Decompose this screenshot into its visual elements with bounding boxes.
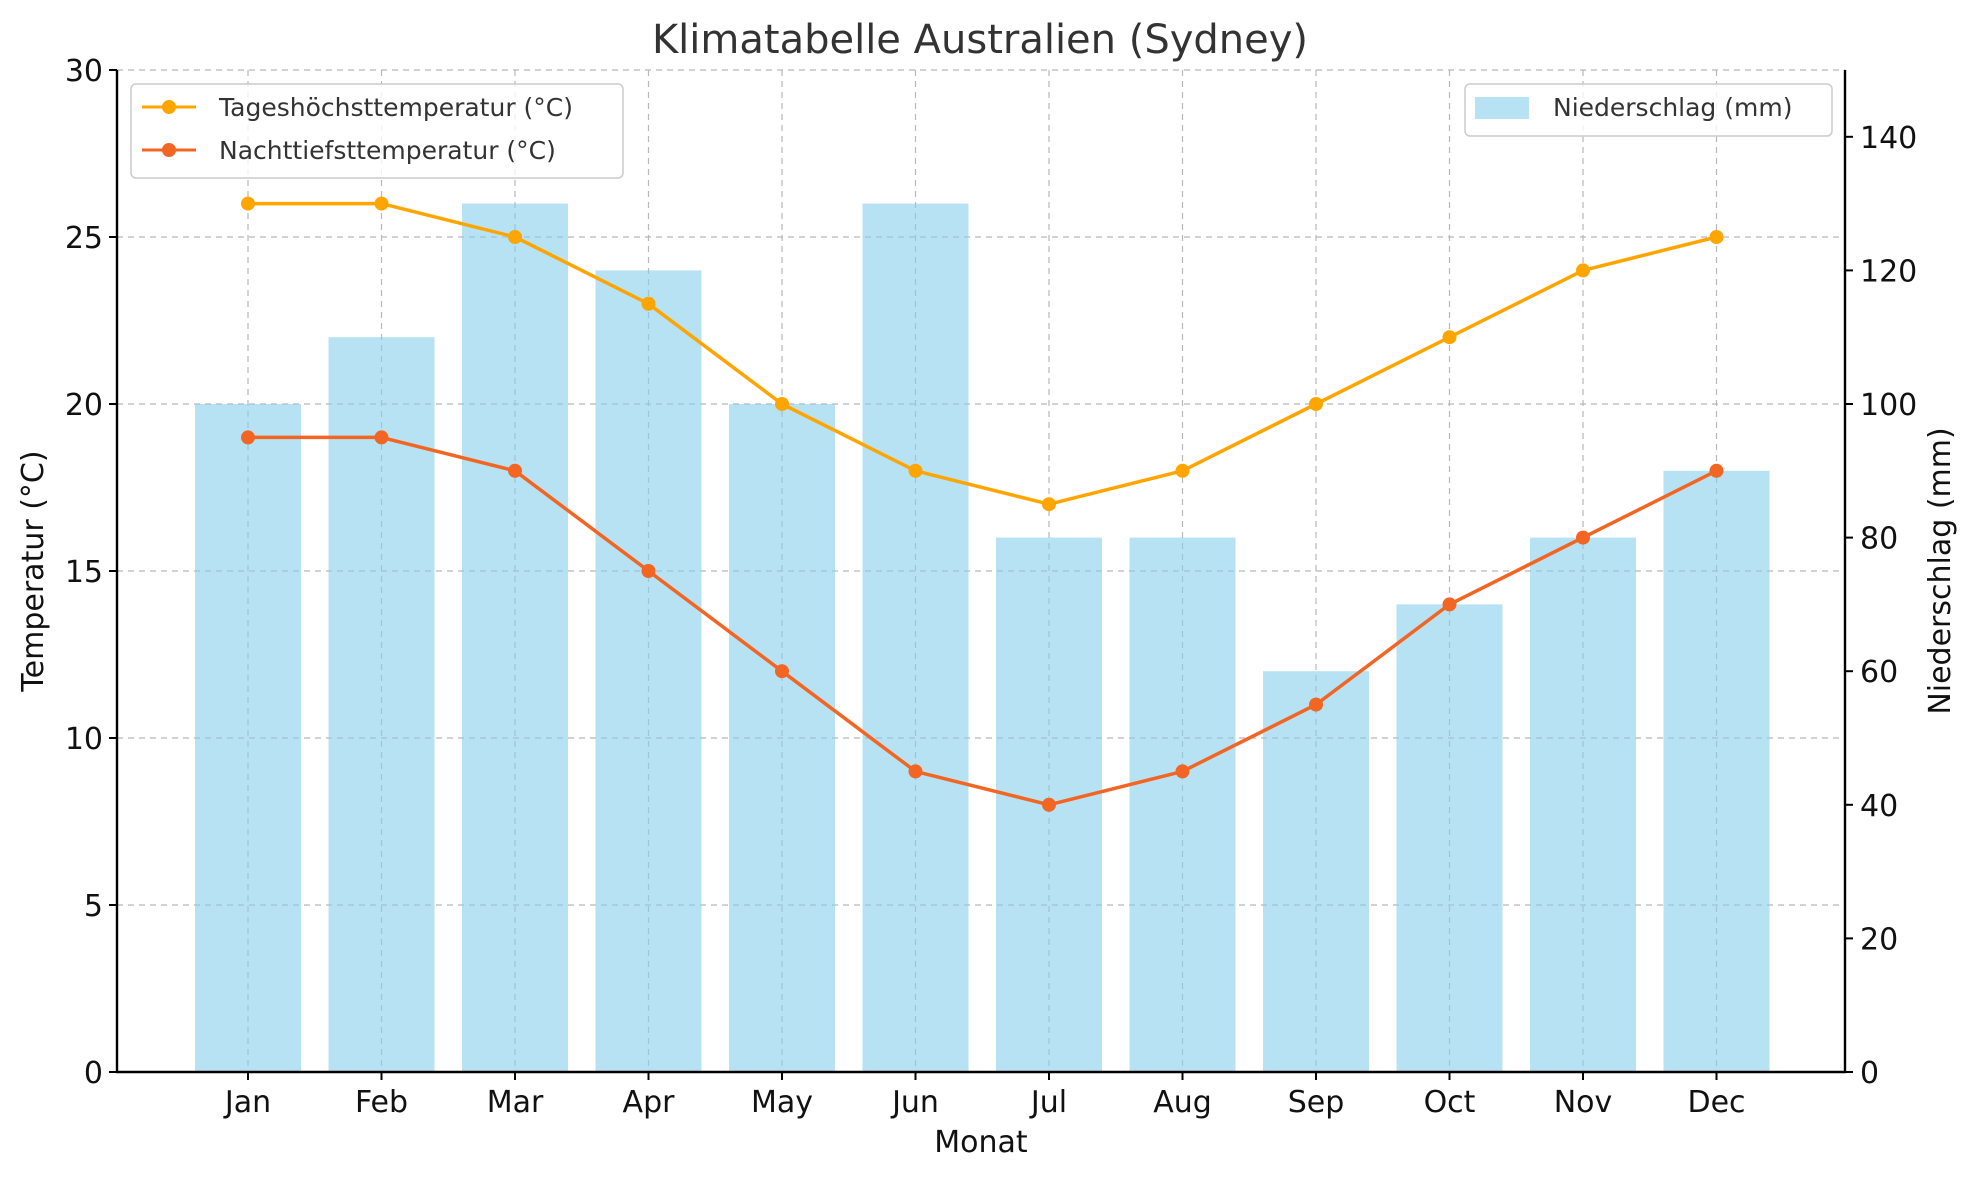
point-high-feb — [374, 196, 389, 211]
x-tick-label-oct: Oct — [1424, 1085, 1476, 1120]
y-tick-label-right-80: 80 — [1860, 522, 1898, 557]
temperature-lines — [241, 196, 1724, 812]
x-tick-label-dec: Dec — [1687, 1085, 1745, 1120]
bar-mar — [462, 203, 568, 1073]
point-high-dec — [1709, 230, 1724, 244]
bar-nov — [1530, 537, 1636, 1072]
legend-precipitation: Niederschlag (mm) — [1464, 83, 1833, 137]
legend-precipitation-box — [1464, 83, 1833, 137]
legend-low-marker — [162, 143, 176, 157]
y-axis-label-left: Temperatur (°C) — [16, 450, 51, 692]
bar-oct — [1396, 604, 1503, 1072]
point-low-jul — [1042, 797, 1056, 812]
y-tick-label-right-60: 60 — [1860, 655, 1898, 690]
legend-low-label: Nachttiefsttemperatur (°C) — [219, 136, 556, 165]
point-high-may — [775, 397, 789, 411]
y-tick-label-right-140: 140 — [1860, 121, 1917, 156]
x-axis-label: Monat — [934, 1125, 1028, 1160]
x-tick-label-may: May — [751, 1085, 813, 1120]
bar-may — [729, 404, 835, 1072]
point-low-jun — [908, 764, 923, 779]
x-tick-label-jun: Jun — [890, 1085, 939, 1120]
line-series-low — [248, 435, 1718, 807]
y-tick-label-right-40: 40 — [1860, 789, 1898, 824]
x-tick-label-nov: Nov — [1554, 1085, 1613, 1120]
x-tick-label-feb: Feb — [355, 1085, 408, 1120]
x-tick-label-jan: Jan — [223, 1085, 271, 1120]
point-high-jul — [1042, 497, 1056, 512]
y-tick-label-left-25: 25 — [65, 221, 103, 256]
y-tick-label-left-30: 30 — [65, 54, 103, 89]
bar-dec — [1663, 470, 1770, 1072]
line-series-high — [248, 201, 1717, 506]
point-low-dec — [1709, 463, 1724, 478]
y-tick-label-right-0: 0 — [1860, 1056, 1879, 1091]
y-tick-label-right-20: 20 — [1860, 922, 1898, 957]
x-tick-label-mar: Mar — [487, 1085, 544, 1120]
point-low-nov — [1576, 530, 1590, 545]
point-high-jun — [908, 463, 923, 478]
y-tick-label-left-15: 15 — [65, 555, 103, 590]
point-low-aug — [1175, 764, 1190, 779]
point-low-mar — [508, 463, 522, 478]
x-tick-label-sep: Sep — [1288, 1085, 1345, 1120]
legend-temperature: Tageshöchsttemperatur (°C) Nachttiefstte… — [130, 83, 624, 179]
x-tick-label-apr: Apr — [623, 1085, 676, 1120]
y-tick-label-left-5: 5 — [84, 889, 103, 924]
y-tick-label-left-0: 0 — [84, 1056, 103, 1091]
legend-precipitation-swatch — [1475, 97, 1529, 119]
axis-ticks: 0 5 10 15 20 25 30 0 20 40 60 80 100 120 140 Jan Feb Mar A… — [65, 54, 1917, 1120]
point-low-sep — [1309, 697, 1323, 712]
bar-sep — [1263, 671, 1369, 1072]
point-high-apr — [641, 296, 656, 311]
bar-jun — [862, 203, 969, 1073]
legend-high-label: Tageshöchsttemperatur (°C) — [218, 93, 573, 122]
legend-precipitation-label: Niederschlag (mm) — [1553, 93, 1792, 122]
x-tick-label-jul: Jul — [1029, 1085, 1067, 1120]
bar-aug — [1129, 537, 1236, 1072]
x-tick-label-aug: Aug — [1153, 1085, 1212, 1120]
point-high-jan — [241, 196, 255, 211]
point-low-jan — [241, 430, 255, 445]
legend-high-marker — [162, 100, 176, 114]
point-low-feb — [374, 430, 389, 445]
chart-title: Klimatabelle Australien (Sydney) — [652, 17, 1308, 63]
precipitation-bars — [195, 203, 1770, 1073]
bar-jan — [195, 404, 301, 1072]
bar-feb — [328, 337, 435, 1072]
point-low-may — [775, 664, 789, 679]
point-high-nov — [1576, 263, 1590, 278]
y-tick-label-left-20: 20 — [65, 388, 103, 423]
y-axis-label-right: Niederschlag (mm) — [1923, 427, 1958, 714]
point-high-sep — [1309, 397, 1323, 411]
point-high-mar — [508, 230, 522, 244]
y-tick-label-right-120: 120 — [1860, 254, 1917, 289]
point-low-oct — [1442, 597, 1457, 612]
point-low-apr — [641, 564, 656, 578]
point-high-aug — [1175, 463, 1190, 478]
y-tick-label-right-100: 100 — [1860, 388, 1917, 423]
legend-temperature-box — [130, 83, 624, 179]
point-high-oct — [1442, 330, 1457, 345]
bar-apr — [595, 270, 702, 1072]
y-tick-label-left-10: 10 — [65, 722, 103, 757]
